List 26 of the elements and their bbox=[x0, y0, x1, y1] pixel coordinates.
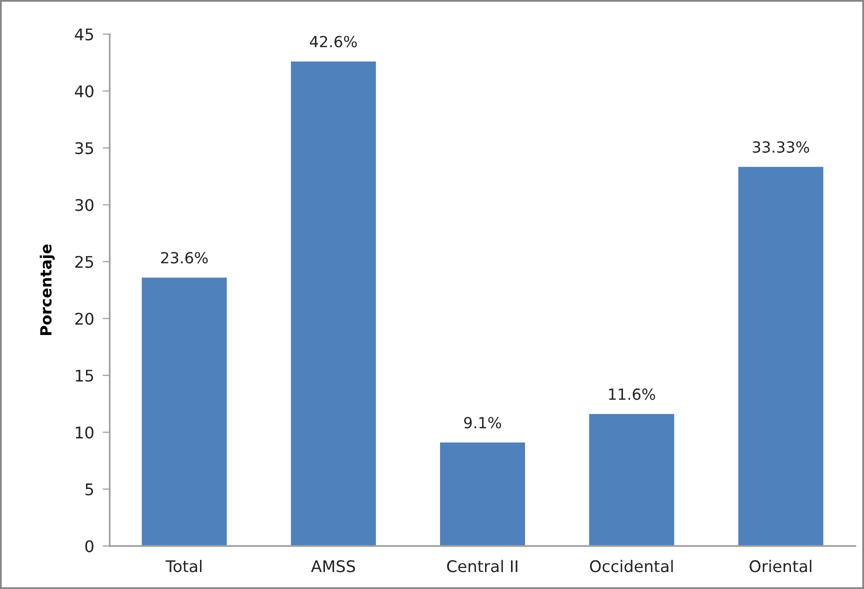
x-tick-label: AMSS bbox=[311, 560, 356, 572]
bar bbox=[440, 442, 526, 546]
y-tick-label: 25 bbox=[75, 256, 94, 268]
y-tick-label: 30 bbox=[75, 198, 94, 212]
y-tick-label: 45 bbox=[74, 28, 94, 40]
y-tick-label: 10 bbox=[76, 426, 94, 439]
bar bbox=[142, 278, 227, 546]
y-tick-label: 15 bbox=[76, 370, 94, 382]
x-tick-label: Occidental bbox=[590, 560, 673, 572]
data-label: 9.1% bbox=[464, 416, 502, 428]
bar bbox=[589, 414, 674, 546]
x-tick-label: Central II bbox=[447, 560, 518, 572]
y-tick-label: 5 bbox=[86, 484, 94, 496]
y-axis-title: Porcentaje bbox=[40, 244, 55, 336]
x-tick-label: Oriental bbox=[750, 560, 812, 572]
x-tick-label: Total bbox=[166, 560, 202, 572]
data-label: 11.6% bbox=[609, 388, 656, 400]
y-tick-label: 40 bbox=[74, 85, 94, 98]
y-tick-label: 20 bbox=[75, 312, 94, 325]
data-label: 23.6% bbox=[161, 252, 208, 264]
y-tick-label: 0 bbox=[85, 540, 94, 552]
y-tick-label: 35 bbox=[75, 142, 94, 154]
bar bbox=[290, 61, 376, 546]
bar bbox=[738, 166, 824, 546]
data-label: 42.6% bbox=[310, 36, 357, 48]
data-label: 33.33% bbox=[752, 141, 810, 153]
